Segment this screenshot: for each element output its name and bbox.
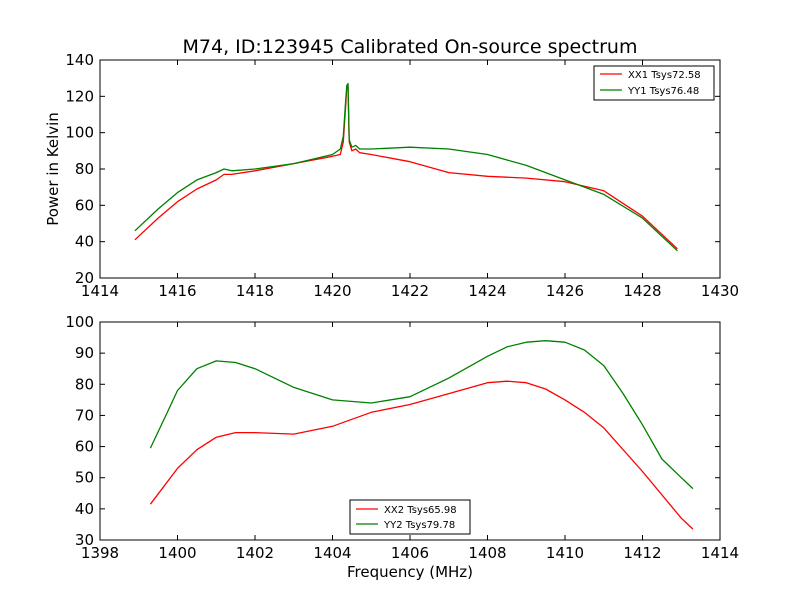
top-series-line-xx1 [134,84,678,250]
bottom-legend-box [349,499,471,535]
top-axis-ticks: 1414 1416 1418 1420 1422 1424 1426 1428 1430 20 40… [65,51,739,300]
top-y-tick-label: 60 [75,196,94,214]
bottom-panel: 1398 1400 1402 1404 1406 1408 1410 1412 1414 30 40… [65,313,739,562]
bottom-y-tick-label: 100 [65,313,94,331]
bottom-x-tick-label: 1398 [81,544,119,562]
bottom-y-tick-label: 70 [75,406,94,424]
bottom-x-tick-label: 1408 [468,544,506,562]
bottom-legend-label-xx2: XX2 Tsys65.98 [384,505,457,516]
top-legend: XX1 Tsys72.58 YY1 Tsys76.48 [593,65,715,101]
top-y-tick-label: 80 [75,160,94,178]
top-panel: 1414 1416 1418 1420 1422 1424 1426 1428 1430 20 40… [65,51,739,300]
bottom-legend-label-yy2: YY2 Tsys79.78 [383,520,455,531]
x-axis-label: Frequency (MHz) [347,563,473,581]
top-x-tick-label: 1420 [313,282,351,300]
top-series-lines [134,82,678,252]
bottom-series-line-yy2 [149,340,694,490]
bottom-y-tick-label: 40 [75,500,94,518]
bottom-x-tick-label: 1406 [391,544,429,562]
bottom-x-tick-label: 1414 [701,544,739,562]
top-x-tick-label: 1422 [391,282,429,300]
y-axis-label: Power in Kelvin [44,112,62,226]
top-x-tick-label: 1428 [623,282,661,300]
top-x-tick-label: 1426 [546,282,584,300]
top-legend-label-yy1: YY1 Tsys76.48 [627,86,699,97]
chart-title: M74, ID:123945 Calibrated On-source spec… [183,36,638,58]
bottom-y-tick-label: 80 [75,375,94,393]
bottom-x-tick-label: 1410 [546,544,584,562]
bottom-x-tick-label: 1400 [158,544,196,562]
bottom-x-tick-label: 1412 [623,544,661,562]
top-y-tick-label: 140 [65,51,94,69]
bottom-y-tick-label: 90 [75,344,94,362]
top-legend-box [593,65,715,101]
bottom-y-tick-label: 60 [75,438,94,456]
top-x-tick-label: 1430 [701,282,739,300]
bottom-y-tick-label: 50 [75,469,94,487]
top-x-tick-label: 1418 [236,282,274,300]
bottom-series-lines [149,340,694,530]
top-y-tick-label: 100 [65,124,94,142]
top-y-tick-label: 40 [75,233,94,251]
bottom-x-tick-label: 1404 [313,544,351,562]
top-legend-label-xx1: XX1 Tsys72.58 [628,70,701,81]
bottom-y-tick-label: 30 [75,531,94,549]
top-x-tick-label: 1416 [158,282,196,300]
bottom-x-tick-label: 1402 [236,544,274,562]
top-x-tick-label: 1424 [468,282,506,300]
top-series-line-yy1 [134,82,678,252]
bottom-legend: XX2 Tsys65.98 YY2 Tsys79.78 [349,499,471,535]
top-y-tick-label: 120 [65,87,94,105]
bottom-series-line-xx2 [149,380,694,530]
top-x-tick-label: 1414 [81,282,119,300]
top-y-tick-label: 20 [75,269,94,287]
bottom-axis-ticks: 1398 1400 1402 1404 1406 1408 1410 1412 1414 30 40… [65,313,739,562]
